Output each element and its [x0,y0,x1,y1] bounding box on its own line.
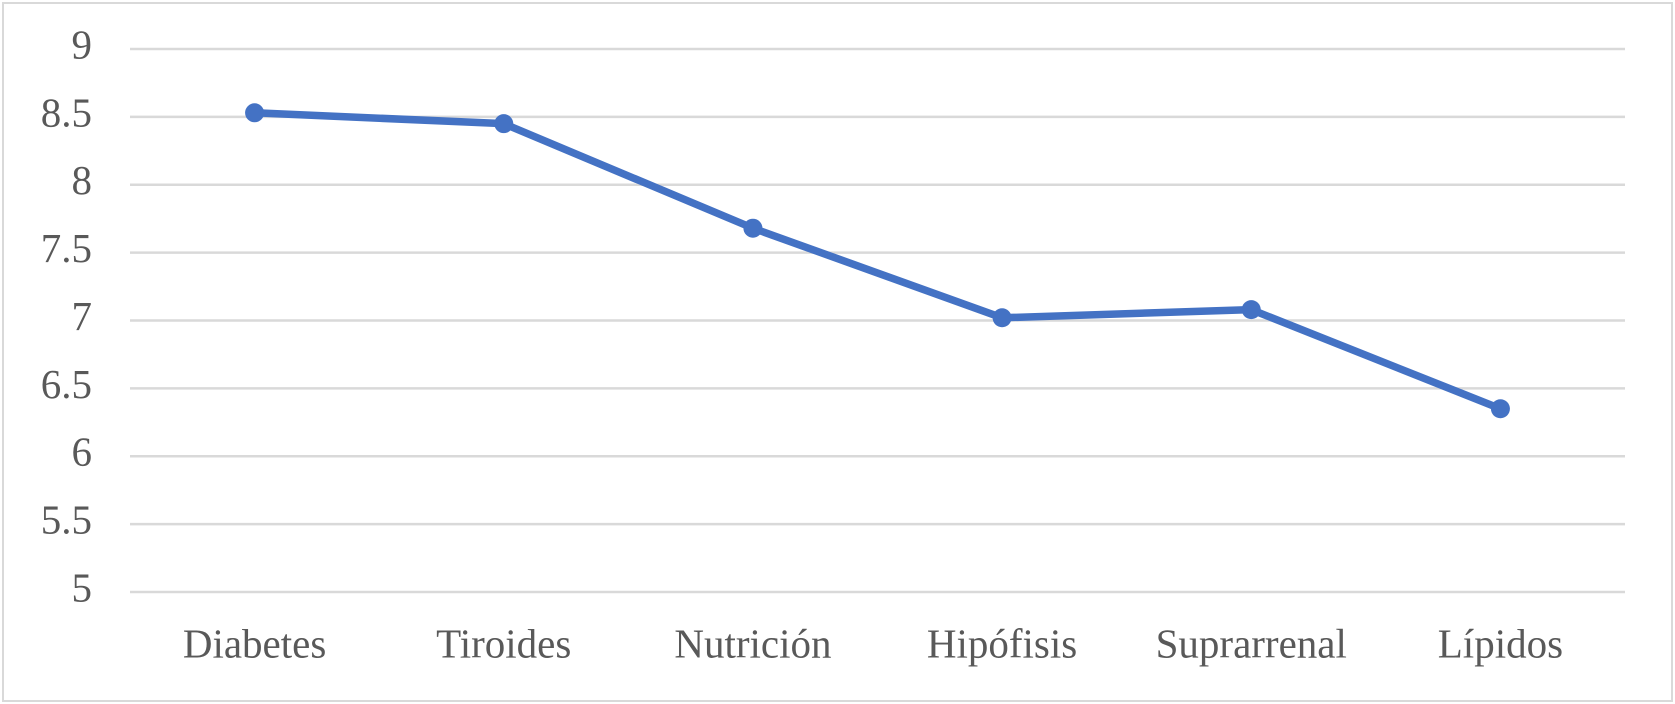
y-tick-label: 6 [72,429,93,475]
y-tick-label: 6.5 [41,361,92,407]
y-tick-label: 5.5 [41,497,92,543]
y-tick-label: 9 [72,21,93,67]
data-point [743,218,763,238]
y-tick-label: 5 [72,564,93,610]
data-point [992,308,1012,328]
y-tick-label: 8.5 [41,89,92,135]
x-tick-label: Tiroides [436,620,571,666]
data-point [1241,300,1261,320]
data-point [1490,399,1510,419]
data-point [494,114,514,134]
x-tick-label: Nutrición [674,620,831,666]
x-tick-label: Lípidos [1438,620,1563,666]
y-tick-label: 7.5 [41,225,92,271]
data-line [250,109,1505,413]
data-point [245,103,265,123]
x-tick-label: Suprarrenal [1156,620,1347,666]
y-tick-label: 8 [72,157,93,203]
y-tick-label: 7 [72,293,93,339]
x-tick-label: Diabetes [183,620,326,666]
x-tick-label: Hipófisis [927,620,1077,666]
